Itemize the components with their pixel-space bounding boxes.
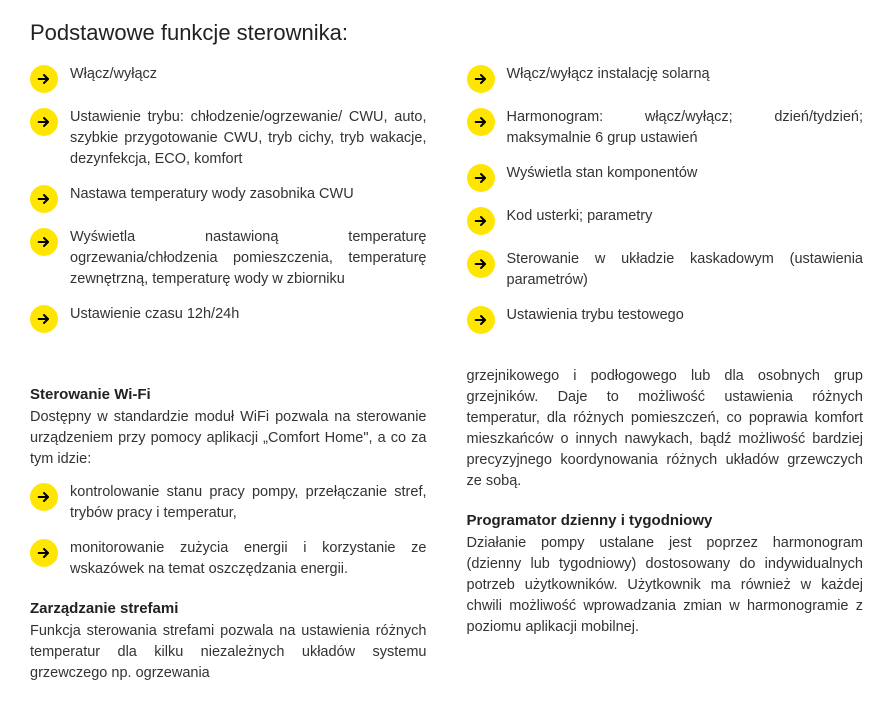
feature-item: Sterowanie w układzie kaskadowym (ustawi… (467, 249, 864, 291)
zones-paragraph-right: grzejnikowego i podłogowego lub dla osob… (467, 366, 864, 492)
bullet-text: Sterowanie w układzie kaskadowym (ustawi… (507, 249, 864, 291)
bullet-text: Włącz/wyłącz (70, 64, 157, 85)
feature-item: Harmonogram: włącz/wyłącz; dzień/tydzień… (467, 107, 864, 149)
bullet-text: Kod usterki; parametry (507, 206, 653, 227)
bullet-text: Ustawienia trybu testowego (507, 305, 684, 326)
zones-paragraph-left: Funkcja sterowania strefami pozwala na u… (30, 621, 427, 684)
arrow-right-icon (467, 207, 495, 235)
wifi-feature-item: kontrolowanie stanu pracy pompy, przełąc… (30, 482, 427, 524)
feature-item: Włącz/wyłącz (30, 64, 427, 93)
feature-item: Wyświetla stan komponentów (467, 163, 864, 192)
wifi-intro-paragraph: Dostępny w standardzie moduł WiFi pozwal… (30, 407, 427, 470)
bullet-text: Nastawa temperatury wody zasobnika CWU (70, 184, 354, 205)
wifi-heading: Sterowanie Wi-Fi (30, 386, 427, 403)
feature-item: Wyświetla nastawioną temperaturę ogrzewa… (30, 227, 427, 290)
arrow-right-icon (30, 539, 58, 567)
arrow-right-icon (30, 305, 58, 333)
bullet-text: monitorowanie zużycia energii i korzysta… (70, 538, 427, 580)
feature-item: Włącz/wyłącz instalację solarną (467, 64, 864, 93)
page-title: Podstawowe funkcje sterownika: (30, 20, 863, 46)
programmer-heading: Programator dzienny i tygodniowy (467, 512, 864, 529)
feature-item: Ustawienie trybu: chłodzenie/ogrzewanie/… (30, 107, 427, 170)
feature-item: Kod usterki; parametry (467, 206, 864, 235)
bullet-text: Wyświetla nastawioną temperaturę ogrzewa… (70, 227, 427, 290)
lower-columns: Sterowanie Wi-Fi Dostępny w standardzie … (30, 366, 863, 684)
features-left-column: Włącz/wyłącz Ustawienie trybu: chłodzenie… (30, 64, 427, 348)
bullet-text: Ustawienie trybu: chłodzenie/ogrzewanie/… (70, 107, 427, 170)
wifi-feature-item: monitorowanie zużycia energii i korzysta… (30, 538, 427, 580)
arrow-right-icon (467, 250, 495, 278)
features-columns: Włącz/wyłącz Ustawienie trybu: chłodzenie… (30, 64, 863, 348)
bullet-text: Wyświetla stan komponentów (507, 163, 698, 184)
features-right-column: Włącz/wyłącz instalację solarną Harmonogr… (467, 64, 864, 348)
bullet-text: Włącz/wyłącz instalację solarną (507, 64, 710, 85)
programmer-paragraph: Działanie pompy ustalane jest poprzez ha… (467, 533, 864, 638)
bullet-text: Harmonogram: włącz/wyłącz; dzień/tydzień… (507, 107, 864, 149)
arrow-right-icon (30, 65, 58, 93)
arrow-right-icon (30, 108, 58, 136)
feature-item: Ustawienia trybu testowego (467, 305, 864, 334)
arrow-right-icon (467, 65, 495, 93)
bullet-text: kontrolowanie stanu pracy pompy, przełąc… (70, 482, 427, 524)
bullet-text: Ustawienie czasu 12h/24h (70, 304, 239, 325)
arrow-right-icon (30, 228, 58, 256)
zones-heading: Zarządzanie strefami (30, 600, 427, 617)
arrow-right-icon (467, 108, 495, 136)
arrow-right-icon (30, 185, 58, 213)
feature-item: Nastawa temperatury wody zasobnika CWU (30, 184, 427, 213)
arrow-right-icon (467, 164, 495, 192)
arrow-right-icon (467, 306, 495, 334)
lower-left-column: Sterowanie Wi-Fi Dostępny w standardzie … (30, 366, 427, 684)
lower-right-column: grzejnikowego i podłogowego lub dla osob… (467, 366, 864, 684)
arrow-right-icon (30, 483, 58, 511)
feature-item: Ustawienie czasu 12h/24h (30, 304, 427, 333)
